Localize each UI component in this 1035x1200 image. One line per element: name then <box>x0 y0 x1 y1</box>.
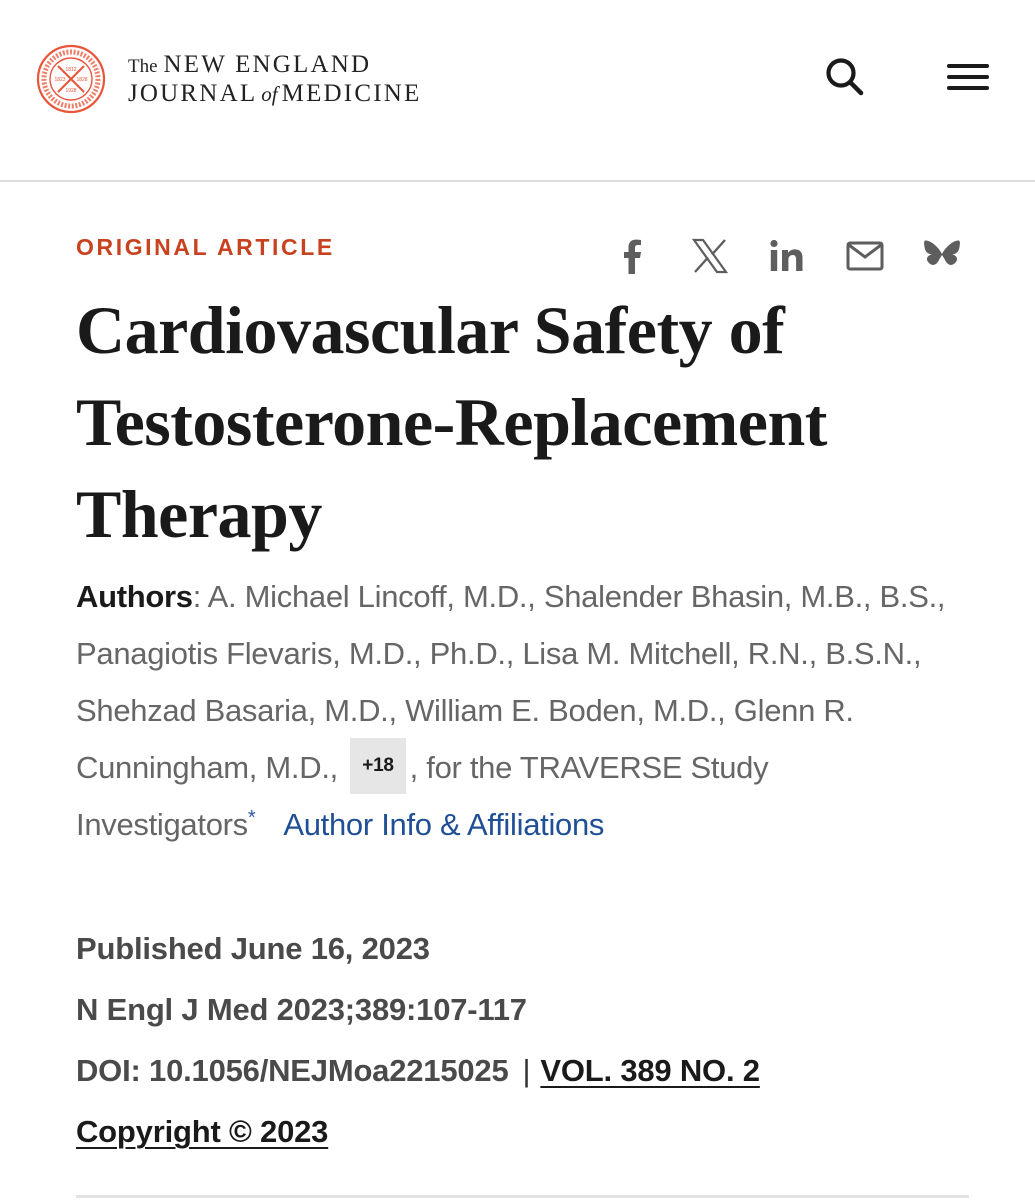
logo-medicine: MEDICINE <box>281 80 422 107</box>
share-email-button[interactable] <box>845 236 885 276</box>
site-header: 1812 1823 1828 1928 The NEW ENGLAND JOURN… <box>0 0 1035 182</box>
nejm-logo[interactable]: 1812 1823 1828 1928 The NEW ENGLAND JOURN… <box>36 44 421 114</box>
section-divider <box>76 1195 969 1198</box>
svg-text:1828: 1828 <box>76 77 87 83</box>
facebook-icon <box>624 239 641 274</box>
volume-issue-link[interactable]: VOL. 389 NO. 2 <box>540 1053 760 1088</box>
authors-label: Authors <box>76 579 193 614</box>
authors-names: : A. Michael Lincoff, M.D., Shalender Bh… <box>76 579 946 785</box>
bluesky-butterfly-icon <box>924 240 960 265</box>
citation: N Engl J Med 2023;389:107-117 <box>76 992 527 1027</box>
svg-text:1928: 1928 <box>65 88 76 94</box>
share-linkedin-button[interactable] <box>767 236 807 276</box>
published-date: Published June 16, 2023 <box>76 931 430 966</box>
meta-separator: | <box>522 1053 531 1088</box>
footnote-asterisk[interactable]: * <box>247 806 256 829</box>
share-bluesky-button[interactable] <box>922 236 962 276</box>
nejm-wordmark: The NEW ENGLAND JOURNAL of MEDICINE <box>128 52 421 106</box>
share-toolbar <box>612 234 962 278</box>
nejm-seal-icon: 1812 1823 1828 1928 <box>36 44 106 114</box>
logo-the: The <box>128 56 158 77</box>
doi: DOI: 10.1056/NEJMoa2215025 <box>76 1053 509 1088</box>
linkedin-icon <box>770 239 803 271</box>
logo-journal: JOURNAL <box>128 80 258 107</box>
logo-line1: NEW ENGLAND <box>163 51 372 78</box>
author-list: Authors: A. Michael Lincoff, M.D., Shale… <box>76 568 976 853</box>
share-facebook-button[interactable] <box>612 236 652 276</box>
logo-of: of <box>261 82 278 106</box>
article-title: Cardiovascular Safety of Testosterone-Re… <box>76 292 827 552</box>
header-divider <box>0 180 1035 182</box>
authors-suffix: , for the TRAVERSE Study Investigators <box>76 750 769 842</box>
article-type-label: ORIGINAL ARTICLE <box>76 234 335 260</box>
email-icon <box>846 241 883 271</box>
doi-row: DOI: 10.1056/NEJMoa2215025 | VOL. 389 NO. … <box>76 1040 976 1101</box>
copyright-row: Copyright © 2023 <box>76 1101 976 1162</box>
search-icon <box>826 58 864 96</box>
copyright-link[interactable]: Copyright © 2023 <box>76 1114 329 1149</box>
x-twitter-icon <box>691 238 728 274</box>
share-x-button[interactable] <box>690 236 730 276</box>
author-info-affiliations-link[interactable]: Author Info & Affiliations <box>283 807 605 842</box>
show-more-authors-button[interactable]: +18 <box>350 737 406 794</box>
svg-text:1823: 1823 <box>54 77 65 83</box>
search-button[interactable] <box>820 52 870 102</box>
menu-button[interactable] <box>943 52 993 102</box>
publication-meta: Published June 16, 2023 N Engl J Med 202… <box>76 918 976 1162</box>
hamburger-menu-icon <box>947 64 989 90</box>
svg-text:1812: 1812 <box>65 67 76 73</box>
